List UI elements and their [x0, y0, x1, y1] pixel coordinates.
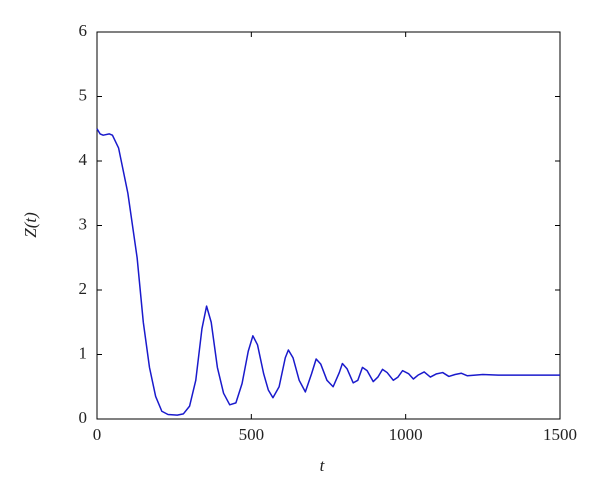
x-tick-label: 500 [239, 425, 265, 444]
y-tick-label: 3 [79, 214, 88, 233]
x-tick-label: 0 [93, 425, 102, 444]
x-tick-label: 1500 [543, 425, 577, 444]
y-tick-label: 4 [79, 150, 88, 169]
y-tick-label: 6 [79, 21, 88, 40]
x-axis-label: t [320, 456, 326, 475]
y-tick-label: 1 [79, 343, 88, 362]
plot-frame [96, 31, 561, 420]
y-tick-label: 2 [79, 279, 88, 298]
y-tick-label: 5 [79, 85, 88, 104]
y-axis-label: Z(t) [21, 212, 40, 238]
data-line [96, 128, 560, 416]
y-tick-label: 0 [79, 408, 88, 427]
x-tick-label: 1000 [389, 425, 423, 444]
